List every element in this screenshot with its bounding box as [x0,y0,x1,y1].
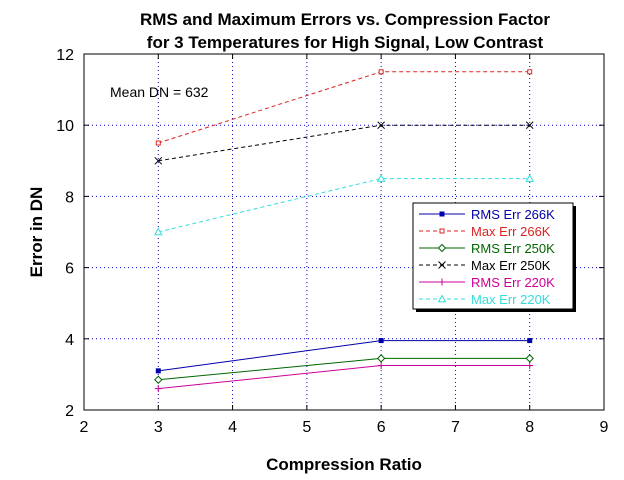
data-point [378,69,384,75]
y-tick-label: 10 [56,118,74,135]
series-max-err-220k [153,174,535,236]
data-point [438,278,446,286]
y-axis-label: Error in DN [27,187,46,278]
data-point [376,174,386,182]
series-rms-err-250k [154,354,534,384]
chart-title-line2: for 3 Temperatures for High Signal, Low … [147,33,544,52]
legend-label: Max Err 250K [471,258,551,273]
x-tick-label: 3 [154,419,163,436]
data-point [439,211,445,217]
data-point [153,227,163,236]
x-tick-label: 5 [302,419,311,436]
series-max-err-266k [155,69,533,146]
legend-label: Max Err 266K [471,224,551,239]
data-point [439,228,445,234]
data-point [526,362,534,369]
data-point [527,338,533,344]
data-point [437,294,447,303]
legend-label: Max Err 220K [471,292,551,307]
legend-label: RMS Err 266K [471,207,555,222]
data-point [377,362,385,369]
x-tick-label: 7 [451,419,460,436]
annotation-mean-dn: Mean DN = 632 [110,84,209,100]
data-point [154,156,163,165]
axis-ticks: 2 3 4 5 6 7 8 9 2 4 6 8 10 12 [56,47,608,436]
series-rms-err-266k [155,338,533,374]
x-axis-label: Compression Ratio [266,455,422,474]
data-point [377,121,385,130]
legend: RMS Err 266K Max Err 266K RMS Err 250K Max … [412,202,576,312]
x-tick-label: 2 [80,419,89,436]
y-tick-label: 2 [65,403,74,420]
legend-box [412,202,574,310]
data-point [155,368,161,374]
y-tick-label: 6 [65,261,74,278]
legend-label: RMS Err 220K [471,275,555,290]
data-point [376,354,386,363]
legend-label: RMS Err 250K [471,241,555,256]
series-group [153,69,535,393]
data-point [155,140,161,146]
y-tick-label: 12 [56,47,74,64]
series-rms-err-220k [154,362,534,393]
y-tick-label: 4 [65,332,74,349]
data-point [378,338,384,344]
data-point [438,261,446,269]
data-point [154,385,162,393]
data-point [525,354,534,363]
y-tick-label: 8 [65,189,74,206]
x-tick-label: 9 [600,419,609,436]
x-tick-label: 6 [377,419,386,436]
chart-title-line1: RMS and Maximum Errors vs. Compression F… [140,10,550,29]
x-tick-label: 4 [228,419,237,436]
data-point [525,121,534,130]
data-point [525,174,535,182]
data-point [527,69,533,75]
plot-frame [83,53,605,411]
data-point [154,375,163,384]
data-point [437,243,447,253]
x-tick-label: 8 [525,419,534,436]
series-max-err-250k [154,121,534,165]
